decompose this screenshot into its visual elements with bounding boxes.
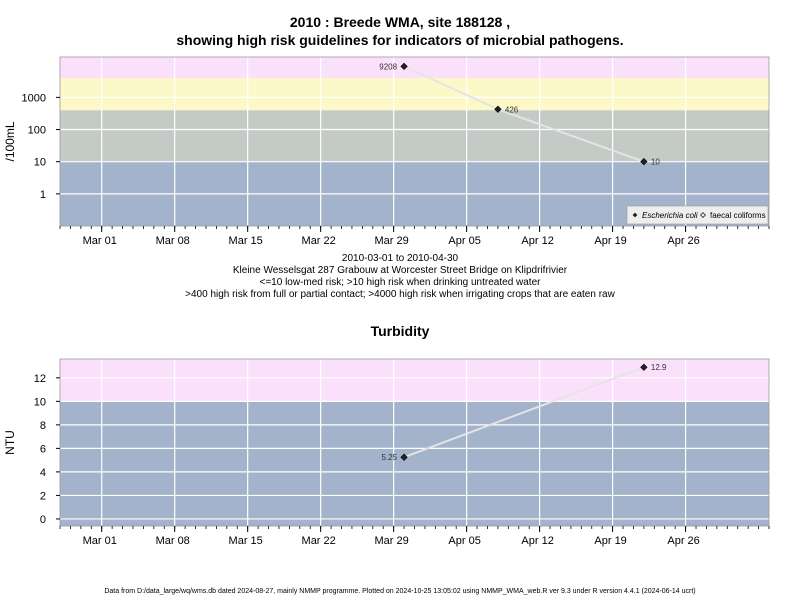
y-tick-label: 8 — [40, 420, 46, 432]
risk-band-0 — [60, 401, 769, 526]
chart-title: 2010 : Breede WMA, site 188128 , — [289, 14, 511, 30]
y-tick-label: 6 — [40, 443, 46, 455]
data-point-label: 426 — [505, 105, 519, 114]
y-axis-label: /100mL — [3, 121, 17, 161]
x-tick-label: Apr 19 — [594, 235, 626, 247]
turbidity-title: Turbidity — [370, 323, 430, 339]
y-axis-label: NTU — [3, 430, 17, 455]
risk-band-1 — [60, 110, 769, 162]
data-point-marker — [400, 62, 408, 70]
risk-band-3 — [60, 57, 769, 79]
x-tick-label: Apr 05 — [448, 235, 480, 247]
legend: Escherichia coli faecal coliforms — [626, 205, 769, 225]
data-point-marker — [494, 105, 502, 113]
data-point-label: 9208 — [379, 62, 397, 71]
y-tick-label: 1 — [40, 189, 46, 201]
caption-site: Kleine Wesselsgat 287 Grabouw at Worcest… — [232, 265, 568, 276]
legend-label: Escherichia coli — [642, 211, 698, 220]
caption-guideline-1: <=10 low-med risk; >10 high risk when dr… — [259, 277, 541, 288]
y-tick-label: 1000 — [22, 92, 46, 104]
x-tick-label: Mar 15 — [229, 235, 263, 247]
x-tick-label: Apr 05 — [448, 535, 480, 547]
x-tick-label: Mar 08 — [156, 535, 190, 547]
legend-box — [626, 205, 769, 225]
x-tick-label: Apr 12 — [521, 235, 553, 247]
y-tick-label: 2 — [40, 490, 46, 502]
data-point-label: 12.9 — [651, 363, 667, 372]
risk-band-1 — [60, 359, 769, 402]
x-tick-label: Apr 26 — [667, 235, 699, 247]
y-tick-label: 100 — [28, 125, 46, 137]
legend-marker-open — [700, 212, 706, 218]
y-tick-label: 0 — [40, 514, 46, 526]
data-point-marker — [640, 158, 648, 166]
caption-guideline-2: >400 high risk from full or partial cont… — [185, 289, 615, 300]
footer-note: Data from D:/data_large/wq/wms.db dated … — [104, 588, 696, 595]
y-tick-label: 12 — [34, 373, 46, 385]
data-point-label: 5.25 — [381, 453, 397, 462]
x-tick-label: Mar 29 — [375, 535, 409, 547]
x-tick-label: Apr 12 — [521, 535, 553, 547]
series-line — [403, 366, 645, 459]
x-tick-label: Apr 19 — [594, 535, 626, 547]
legend-marker-filled — [632, 212, 638, 218]
chart-subtitle: showing high risk guidelines for indicat… — [176, 32, 624, 48]
risk-band-2 — [60, 78, 769, 111]
x-tick-label: Mar 22 — [302, 535, 336, 547]
data-point-label: 10 — [651, 158, 660, 167]
x-tick-label: Apr 26 — [667, 535, 699, 547]
y-tick-label: 4 — [40, 467, 46, 479]
x-tick-label: Mar 01 — [83, 535, 117, 547]
x-tick-label: Mar 22 — [302, 235, 336, 247]
data-point-marker — [400, 453, 408, 461]
data-point-marker — [640, 363, 648, 371]
x-tick-label: Mar 01 — [83, 235, 117, 247]
microbial-chart: 1 10 100 1000 Mar 01 Mar 08 Mar 15 Mar 22 Mar 29… — [3, 56, 770, 247]
x-tick-label: Mar 15 — [229, 535, 263, 547]
y-tick-label: 10 — [34, 396, 46, 408]
legend-label: faecal coliforms — [710, 211, 766, 220]
x-tick-label: Mar 08 — [156, 235, 190, 247]
caption-date-range: 2010-03-01 to 2010-04-30 — [341, 253, 459, 264]
y-tick-label: 10 — [34, 157, 46, 169]
x-tick-label: Mar 29 — [375, 235, 409, 247]
